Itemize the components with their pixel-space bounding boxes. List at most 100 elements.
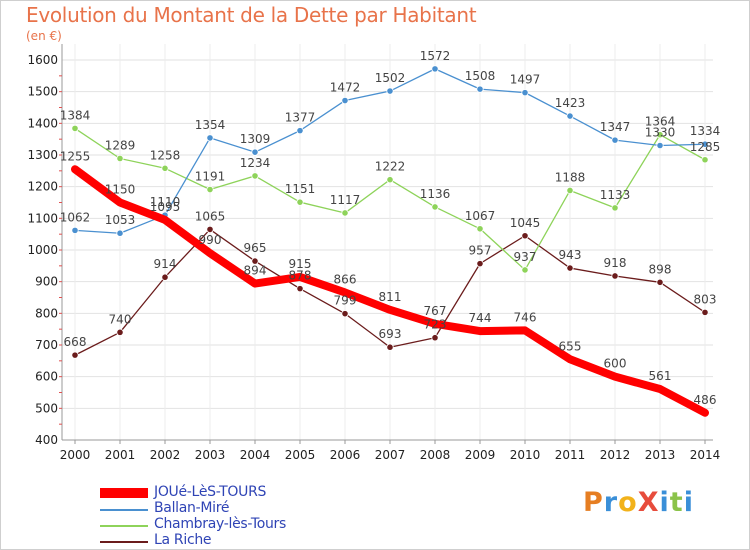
data-point xyxy=(701,308,709,316)
y-tick-label: 1600 xyxy=(27,53,58,67)
x-tick-label: 2012 xyxy=(600,448,631,462)
data-point xyxy=(386,176,394,184)
data-point xyxy=(296,198,304,206)
data-label: 1062 xyxy=(60,210,91,224)
data-label: 1222 xyxy=(375,160,406,174)
series-line xyxy=(71,165,709,417)
data-point xyxy=(116,229,124,237)
x-tick-label: 2000 xyxy=(60,448,91,462)
data-label: 990 xyxy=(199,233,222,247)
data-label: 898 xyxy=(649,262,672,276)
data-label: 1136 xyxy=(420,187,451,201)
x-tick-label: 2014 xyxy=(690,448,721,462)
x-tick-label: 2001 xyxy=(105,448,136,462)
data-label: 668 xyxy=(64,335,87,349)
legend-swatch xyxy=(100,525,148,527)
data-point xyxy=(431,334,439,342)
data-label: 894 xyxy=(244,264,267,278)
data-point xyxy=(656,278,664,286)
data-label: 918 xyxy=(604,256,627,270)
y-tick-label: 1100 xyxy=(27,211,58,225)
y-tick-label: 500 xyxy=(35,401,58,415)
data-point xyxy=(701,156,709,164)
legend-swatch xyxy=(100,541,148,543)
y-tick-label: 900 xyxy=(35,275,58,289)
y-tick-label: 1400 xyxy=(27,116,58,130)
data-label: 1508 xyxy=(465,69,496,83)
data-label: 1067 xyxy=(465,209,496,223)
data-point xyxy=(251,172,259,180)
x-tick-label: 2002 xyxy=(150,448,181,462)
data-point xyxy=(566,186,574,195)
data-label: 943 xyxy=(559,248,582,262)
data-point xyxy=(161,273,169,281)
data-label: 1191 xyxy=(195,170,226,184)
data-label: 693 xyxy=(379,327,402,341)
data-point xyxy=(431,65,439,73)
data-point xyxy=(206,185,214,194)
data-label: 1330 xyxy=(645,126,676,140)
data-point xyxy=(161,164,169,172)
data-label: 1053 xyxy=(105,213,136,227)
data-point xyxy=(206,225,214,234)
data-label: 1377 xyxy=(285,111,316,125)
data-label: 723 xyxy=(424,318,447,332)
data-point xyxy=(521,232,529,240)
data-point xyxy=(206,134,214,142)
data-label: 744 xyxy=(469,311,492,325)
data-point xyxy=(476,85,484,93)
data-point xyxy=(611,204,619,212)
chart-subtitle: (en €) xyxy=(26,29,62,43)
chart-title: Evolution du Montant de la Dette par Hab… xyxy=(26,3,477,27)
data-point xyxy=(341,310,349,318)
data-point xyxy=(611,272,619,280)
data-label: 803 xyxy=(694,292,717,306)
data-label: 1572 xyxy=(420,49,451,63)
data-label: 1384 xyxy=(60,108,91,122)
data-label: 1065 xyxy=(195,209,226,223)
data-label: 1334 xyxy=(690,124,721,138)
data-point xyxy=(386,343,394,351)
data-label: 1258 xyxy=(150,148,181,162)
data-label: 1364 xyxy=(645,115,676,129)
data-point xyxy=(566,264,574,272)
data-label: 914 xyxy=(154,257,177,271)
data-label: 1234 xyxy=(240,156,271,170)
data-point xyxy=(701,140,709,148)
data-label: 655 xyxy=(559,339,582,353)
data-point xyxy=(116,328,124,336)
legend-swatch xyxy=(100,488,148,498)
data-point xyxy=(71,226,79,234)
data-point xyxy=(296,127,304,135)
x-tick-label: 2004 xyxy=(240,448,271,462)
data-label: 915 xyxy=(289,257,312,271)
data-label: 965 xyxy=(244,241,267,255)
data-point xyxy=(521,266,529,274)
x-tick-label: 2011 xyxy=(555,448,586,462)
data-label: 1133 xyxy=(600,188,631,202)
data-label: 1347 xyxy=(600,120,631,134)
legend-label: Chambray-lès-Tours xyxy=(154,516,287,532)
data-point xyxy=(251,257,259,265)
data-point xyxy=(251,148,259,156)
data-point xyxy=(116,154,124,163)
data-point xyxy=(611,136,619,144)
data-point xyxy=(476,225,484,233)
data-point xyxy=(341,209,349,217)
data-point xyxy=(566,112,574,120)
x-tick-label: 2007 xyxy=(375,448,406,462)
data-label: 1151 xyxy=(285,182,316,196)
data-label: 1502 xyxy=(375,71,406,85)
data-point xyxy=(431,203,439,211)
legend-label: La Riche xyxy=(154,532,212,548)
data-point xyxy=(386,87,394,95)
data-label: 1150 xyxy=(105,183,136,197)
data-label: 746 xyxy=(514,310,537,324)
data-label: 1285 xyxy=(690,140,721,154)
data-label: 1309 xyxy=(240,132,271,146)
data-point xyxy=(656,131,664,139)
data-point xyxy=(71,351,79,359)
data-label: 1472 xyxy=(330,81,361,95)
data-point xyxy=(476,260,484,268)
data-label: 866 xyxy=(334,272,357,286)
